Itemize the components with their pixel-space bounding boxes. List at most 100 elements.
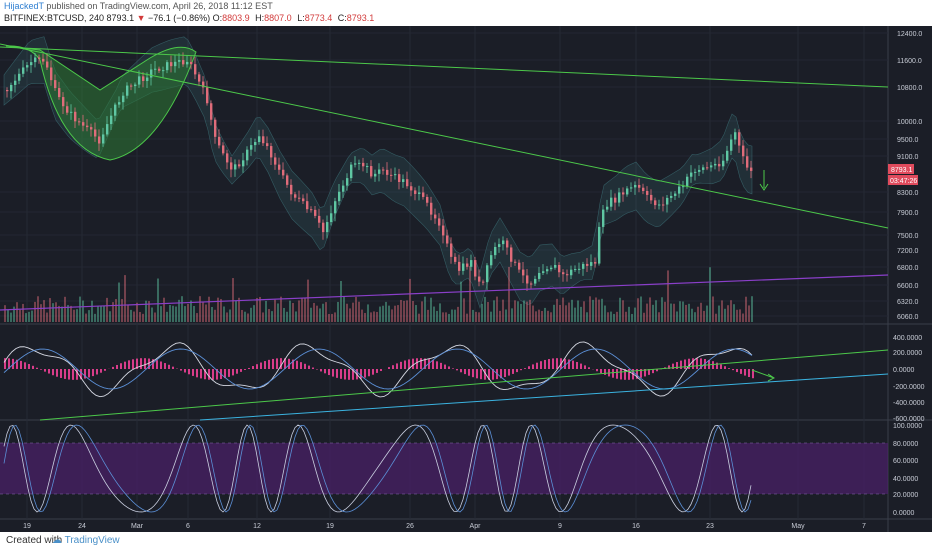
candle-body [518, 262, 521, 270]
candle-body [194, 64, 197, 75]
macd-histogram-bar [252, 366, 254, 369]
macd-histogram-bar [464, 369, 466, 375]
macd-histogram-bar [92, 369, 94, 377]
candle-body [406, 179, 409, 187]
volume-bar [667, 270, 669, 322]
candle-body [230, 162, 233, 170]
volume-bar [637, 298, 639, 322]
candle-body [458, 261, 461, 271]
volume-bar [67, 305, 69, 322]
volume-bar [181, 296, 183, 322]
macd-histogram-bar [44, 369, 46, 372]
macd-histogram-bar [716, 362, 718, 369]
x-tick-label: 26 [406, 523, 414, 530]
volume-bar [316, 305, 318, 322]
macd-histogram-bar [688, 358, 690, 369]
macd-histogram-bar [412, 358, 414, 369]
candle-body [242, 160, 245, 167]
candle-body [594, 262, 597, 264]
candle-body [682, 186, 685, 188]
volume-bar [49, 298, 51, 322]
macd-histogram-bar [672, 363, 674, 369]
symbol-label[interactable]: BITFINEX:BTCUSD, 240 [4, 13, 105, 23]
macd-histogram-bar [68, 369, 70, 380]
candle-body [462, 263, 465, 271]
candle-body [618, 192, 621, 203]
volume-bar [445, 312, 447, 322]
candle-body [106, 124, 109, 135]
candle-body [98, 136, 101, 144]
candle-body [650, 194, 653, 201]
candle-body [746, 156, 749, 168]
volume-bar [64, 296, 66, 322]
macd-histogram-bar [244, 369, 246, 370]
macd-histogram-bar [604, 369, 606, 375]
chart-area[interactable]: 12400.0 11600.0 10800.0 10000.0 9500.0 9100.0… [0, 26, 932, 532]
macd-histogram-bar [420, 358, 422, 369]
volume-bar [358, 301, 360, 322]
volume-bar [265, 300, 267, 322]
macd-histogram-bar [236, 369, 238, 374]
candle-body [282, 169, 285, 176]
last-price-tag-label: 8793.1 [891, 167, 913, 174]
tradingview-logo[interactable]: ☁ TradingView [52, 535, 120, 546]
macd-histogram-bar [644, 369, 646, 377]
volume-bar [199, 296, 201, 322]
macd-histogram-bar [148, 358, 150, 369]
macd-histogram-bar [392, 365, 394, 369]
candle-body [26, 65, 29, 68]
macd-histogram-bar [188, 369, 190, 375]
candle-body [690, 172, 693, 177]
candle-body [574, 269, 577, 271]
volume-bar [283, 307, 285, 322]
countdown-tag [888, 175, 918, 185]
candle-body [58, 88, 61, 98]
candle-body [70, 111, 73, 113]
candle-body [554, 264, 557, 268]
volume-bar [220, 299, 222, 322]
x-tick-label: 23 [706, 523, 714, 530]
high-value: 8807.0 [264, 13, 292, 23]
chart-svg[interactable]: 12400.011600.010800.010000.09500.09100.0… [0, 26, 932, 532]
price-tick-label: 10800.0 [897, 85, 922, 92]
macd-histogram-bar [204, 369, 206, 380]
volume-bar [136, 302, 138, 322]
candle-body [270, 146, 273, 158]
x-tick-label: 19 [23, 523, 31, 530]
volume-bar [409, 278, 411, 322]
macd-histogram-bar [308, 365, 310, 369]
candle-body [430, 202, 433, 215]
candle-body [346, 178, 349, 186]
macd-histogram-bar [676, 362, 678, 369]
volume-bar [673, 303, 675, 322]
macd-histogram-bar [480, 369, 482, 380]
macd-histogram-bar [484, 369, 486, 380]
macd-histogram-bar [120, 363, 122, 369]
candle-body [66, 106, 69, 113]
volume-bar [628, 306, 630, 322]
candle-body [54, 80, 57, 89]
candle-body [418, 192, 421, 194]
candle-body [138, 76, 141, 85]
macd-histogram-bar [684, 359, 686, 369]
volume-bar [511, 308, 513, 322]
author-link[interactable]: HijackedT [4, 1, 44, 11]
candle-body [78, 121, 81, 123]
candle-body [434, 214, 437, 219]
volume-bar [376, 311, 378, 322]
candle-body [102, 134, 105, 144]
countdown-tag-label: 03:47:26 [890, 178, 917, 185]
volume-bar [454, 309, 456, 322]
volume-bar [658, 312, 660, 322]
candle-body [218, 136, 221, 146]
macd-histogram-bar [304, 363, 306, 369]
macd-histogram-bar [624, 369, 626, 380]
volume-bar [502, 299, 504, 322]
stoch-tick-label: 20.0000 [893, 492, 918, 499]
volume-bar [118, 282, 120, 322]
volume-bar [526, 301, 528, 322]
candle-body [294, 194, 297, 198]
macd-histogram-bar [612, 369, 614, 378]
volume-bar [190, 300, 192, 322]
candle-body [34, 57, 37, 63]
